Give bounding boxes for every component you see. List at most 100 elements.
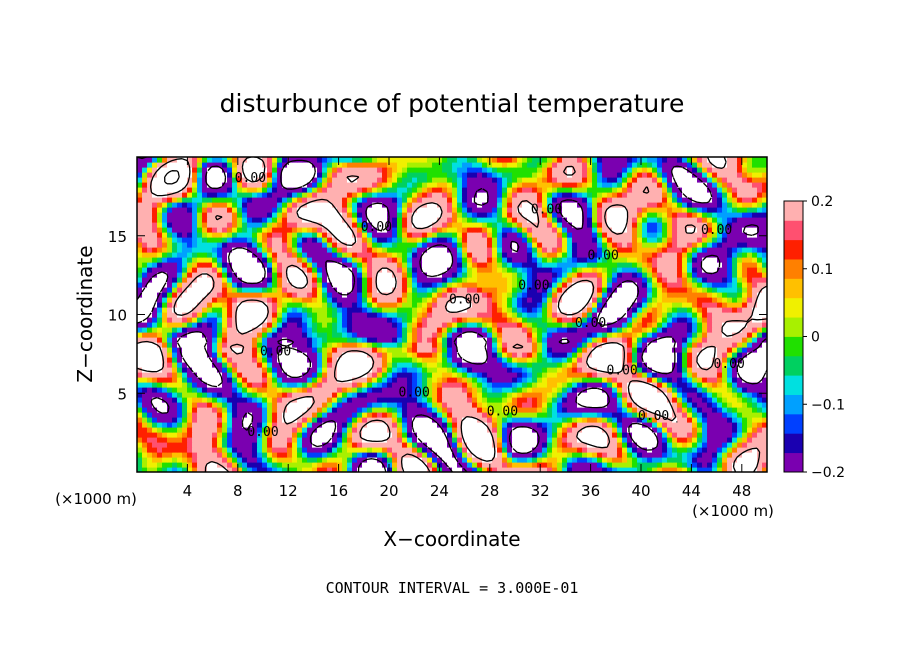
heatmap-cell: [247, 292, 253, 298]
heatmap-cell: [327, 417, 333, 423]
heatmap-cell: [722, 432, 728, 438]
heatmap-cell: [657, 342, 663, 348]
heatmap-cell: [272, 307, 278, 313]
heatmap-cell: [297, 277, 303, 283]
heatmap-cell: [227, 407, 233, 413]
heatmap-cell: [687, 392, 693, 398]
heatmap-cell: [677, 437, 683, 443]
heatmap-cell: [297, 282, 303, 288]
heatmap-cell: [587, 382, 593, 388]
heatmap-cell: [617, 407, 623, 413]
heatmap-cell: [157, 312, 163, 318]
heatmap-cell: [397, 342, 403, 348]
heatmap-cell: [422, 427, 428, 433]
heatmap-cell: [517, 417, 523, 423]
heatmap-cell: [227, 467, 233, 472]
heatmap-cell: [222, 427, 228, 433]
heatmap-cell: [287, 347, 293, 353]
heatmap-cell: [412, 367, 418, 373]
heatmap-cell: [657, 297, 663, 303]
heatmap-cell: [587, 457, 593, 463]
heatmap-cell: [687, 367, 693, 373]
heatmap-cell: [712, 382, 718, 388]
heatmap-cell: [722, 452, 728, 458]
heatmap-cell: [402, 342, 408, 348]
heatmap-cell: [237, 447, 243, 453]
heatmap-cell: [372, 372, 378, 378]
heatmap-cell: [307, 327, 313, 333]
heatmap-cell: [327, 402, 333, 408]
heatmap-cell: [517, 317, 523, 323]
heatmap-cell: [392, 457, 398, 463]
heatmap-cell: [452, 407, 458, 413]
heatmap-cell: [372, 417, 378, 423]
heatmap-cell: [677, 367, 683, 373]
heatmap-cell: [227, 322, 233, 328]
heatmap-cell: [617, 312, 623, 318]
heatmap-cell: [477, 367, 483, 373]
heatmap-cell: [257, 372, 263, 378]
heatmap-cell: [657, 447, 663, 453]
heatmap-cell: [262, 322, 268, 328]
heatmap-cell: [387, 322, 393, 328]
heatmap-cell: [732, 282, 738, 288]
heatmap-cell: [292, 297, 298, 303]
heatmap-cell: [337, 332, 343, 338]
heatmap-cell: [392, 357, 398, 363]
heatmap-cell: [477, 347, 483, 353]
heatmap-cell: [272, 362, 278, 368]
heatmap-cell: [552, 447, 558, 453]
heatmap-cell: [322, 292, 328, 298]
heatmap-cell: [297, 442, 303, 448]
heatmap-cell: [347, 457, 353, 463]
heatmap-cell: [202, 467, 208, 472]
heatmap-cell: [462, 332, 468, 338]
heatmap-cell: [392, 347, 398, 353]
heatmap-cell: [297, 447, 303, 453]
heatmap-cell: [607, 307, 613, 313]
heatmap-cell: [227, 327, 233, 333]
heatmap-cell: [247, 342, 253, 348]
heatmap-cell: [282, 457, 288, 463]
heatmap-cell: [267, 432, 273, 438]
heatmap-cell: [752, 287, 758, 293]
heatmap-cell: [297, 392, 303, 398]
heatmap-cell: [302, 387, 308, 393]
heatmap-cell: [547, 407, 553, 413]
heatmap-cell: [202, 272, 208, 278]
heatmap-cell: [417, 347, 423, 353]
heatmap-cell: [332, 462, 338, 468]
heatmap-cell: [747, 342, 753, 348]
heatmap-cell: [207, 402, 213, 408]
heatmap-cell: [442, 372, 448, 378]
heatmap-cell: [737, 312, 743, 318]
heatmap-cell: [392, 352, 398, 358]
heatmap-cell: [252, 287, 258, 293]
heatmap-cell: [542, 402, 548, 408]
heatmap-cell: [217, 367, 223, 373]
heatmap-cell: [217, 292, 223, 298]
heatmap-cell: [187, 392, 193, 398]
heatmap-cell: [472, 322, 478, 328]
heatmap-cell: [582, 407, 588, 413]
heatmap-cell: [732, 442, 738, 448]
heatmap-cell: [542, 407, 548, 413]
heatmap-cell: [542, 382, 548, 388]
heatmap-cell: [512, 312, 518, 318]
heatmap-cell: [647, 322, 653, 328]
heatmap-cell: [507, 362, 513, 368]
heatmap-cell: [717, 397, 723, 403]
heatmap-cell: [517, 392, 523, 398]
heatmap-cell: [457, 447, 463, 453]
heatmap-cell: [372, 297, 378, 303]
heatmap-cell: [532, 412, 538, 418]
heatmap-cell: [272, 387, 278, 393]
heatmap-cell: [522, 317, 528, 323]
heatmap-cell: [182, 367, 188, 373]
heatmap-cell: [362, 307, 368, 313]
heatmap-cell: [167, 417, 173, 423]
heatmap-cell: [502, 377, 508, 383]
heatmap-cell: [217, 467, 223, 472]
heatmap-cell: [527, 442, 533, 448]
heatmap-cell: [517, 297, 523, 303]
